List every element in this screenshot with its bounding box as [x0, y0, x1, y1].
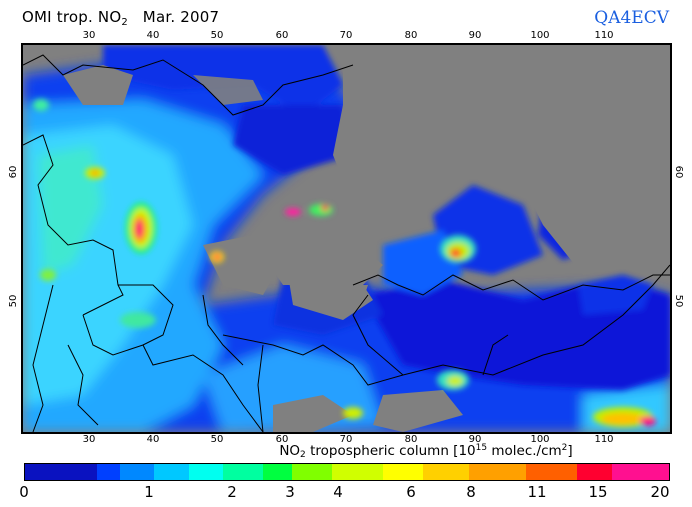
top-longitude-tick-70: 70 [340, 30, 353, 41]
colorbar-tick-11: 11 [527, 483, 546, 501]
colorbar-segment [97, 464, 120, 480]
colorbar-segment [332, 464, 383, 480]
colorbar-segment [189, 464, 223, 480]
colorbar-segment [469, 464, 526, 480]
colorbar-label-units: molec./cm [487, 443, 562, 459]
colorbar-label: NO2 tropospheric column [1015 molec./cm2… [0, 443, 692, 460]
title-prefix: OMI trop. NO [22, 8, 121, 26]
colorbar-tick-2: 2 [227, 483, 237, 501]
colorbar-segment [526, 464, 577, 480]
top-longitude-tick-110: 110 [594, 30, 613, 41]
title-subscript: 2 [121, 17, 128, 28]
colorbar-tick-8: 8 [466, 483, 476, 501]
top-longitude-tick-50: 50 [211, 30, 224, 41]
colorbar-segment [292, 464, 332, 480]
no2-map [21, 43, 672, 434]
left-latitude-tick-50: 50 [8, 295, 19, 308]
colorbar-tick-15: 15 [588, 483, 607, 501]
colorbar-segment [383, 464, 423, 480]
top-longitude-tick-100: 100 [530, 30, 549, 41]
colorbar-segment [120, 464, 154, 480]
colorbar-tick-6: 6 [406, 483, 416, 501]
right-latitude-tick-50: 50 [673, 295, 684, 308]
colorbar-tick-20: 20 [650, 483, 669, 501]
colorbar-tick-0: 0 [19, 483, 29, 501]
top-longitude-tick-90: 90 [469, 30, 482, 41]
colorbar-segment [25, 464, 97, 480]
top-longitude-tick-80: 80 [405, 30, 418, 41]
title-date: Mar. 2007 [143, 8, 219, 26]
top-longitude-tick-30: 30 [83, 30, 96, 41]
colorbar [24, 463, 670, 481]
colorbar-segment [423, 464, 469, 480]
left-latitude-tick-60: 60 [8, 166, 19, 179]
no2-map-canvas [23, 45, 670, 432]
colorbar-tick-3: 3 [285, 483, 295, 501]
colorbar-label-exponent: 15 [476, 443, 487, 453]
colorbar-segment [263, 464, 292, 480]
map-title: OMI trop. NO2 Mar. 2007 [22, 8, 219, 28]
top-longitude-tick-60: 60 [276, 30, 289, 41]
colorbar-label-prefix: NO [279, 443, 300, 459]
colorbar-segment [612, 464, 669, 480]
colorbar-segment [223, 464, 263, 480]
colorbar-tick-1: 1 [144, 483, 154, 501]
colorbar-label-end: ] [567, 443, 572, 459]
colorbar-label-mid: tropospheric column [10 [306, 443, 476, 459]
brand-label: QA4ECV [594, 8, 669, 28]
colorbar-segment [154, 464, 188, 480]
top-longitude-tick-40: 40 [147, 30, 160, 41]
colorbar-segment [577, 464, 611, 480]
right-latitude-tick-60: 60 [673, 166, 684, 179]
colorbar-tick-4: 4 [333, 483, 343, 501]
